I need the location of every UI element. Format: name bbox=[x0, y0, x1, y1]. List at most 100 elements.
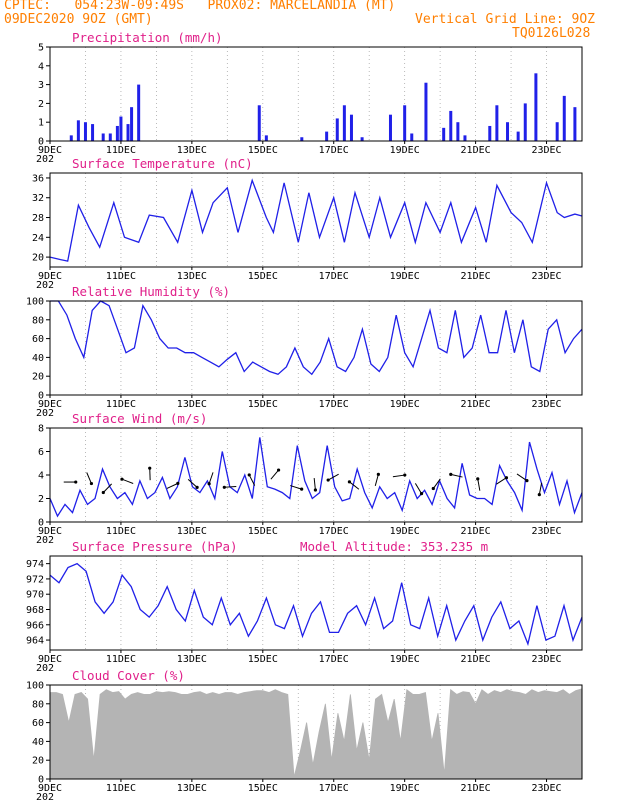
precip-bar bbox=[442, 127, 446, 141]
wind-arrow bbox=[313, 478, 316, 491]
wind-arrow-head bbox=[347, 480, 352, 484]
x-year-fragment: 202 bbox=[36, 154, 54, 165]
precip-bar bbox=[108, 133, 112, 141]
y-tick-label: 20 bbox=[32, 756, 44, 767]
x-tick-label: 17DEC bbox=[319, 783, 349, 794]
wind-arrow-head bbox=[120, 477, 124, 481]
precip-bar bbox=[456, 122, 460, 141]
wind-arrow-head bbox=[89, 481, 94, 486]
wind-arrow-head bbox=[504, 476, 509, 480]
plot-frame bbox=[49, 555, 583, 651]
precip-bar bbox=[91, 124, 95, 141]
y-tick-label: 20 bbox=[32, 253, 44, 264]
y-tick-label: 8 bbox=[38, 424, 44, 435]
panel-title: Surface Pressure (hPa) bbox=[72, 539, 238, 554]
x-tick-label: 21DEC bbox=[461, 399, 491, 410]
wind-arrow-head bbox=[247, 473, 251, 477]
x-tick-label: 13DEC bbox=[177, 526, 207, 537]
panel-precip: Precipitation (mm/h) 0 1 2 3 4 5 9DEC 11DEC 13DEC… bbox=[36, 30, 583, 165]
panel-rh: Relative Humidity (%) 0 20 40 60 80 100 9DEC 11D… bbox=[26, 284, 583, 419]
precip-bar bbox=[573, 107, 577, 141]
precip-bar bbox=[388, 114, 392, 141]
x-tick-label: 11DEC bbox=[106, 271, 136, 282]
wind-arrow bbox=[477, 478, 481, 491]
x-tick-label: 23DEC bbox=[531, 654, 561, 665]
precip-bar bbox=[101, 133, 105, 141]
panel-title: Cloud Cover (%) bbox=[72, 668, 185, 683]
panel-title: Surface Temperature (nC) bbox=[72, 156, 253, 171]
precip-bar bbox=[516, 131, 520, 141]
wind-arrow bbox=[327, 473, 339, 481]
series-line-rh bbox=[50, 300, 583, 376]
y-tick-label: 3 bbox=[38, 80, 44, 91]
precip-bar bbox=[257, 105, 261, 141]
wind-arrow-head bbox=[376, 472, 380, 476]
wind-arrow bbox=[187, 479, 198, 488]
x-tick-label: 15DEC bbox=[248, 783, 278, 794]
y-tick-label: 4 bbox=[38, 471, 44, 482]
x-tick-label: 21DEC bbox=[461, 654, 491, 665]
x-year-fragment: 202 bbox=[36, 535, 54, 546]
wind-arrow bbox=[496, 477, 507, 485]
x-tick-label: 13DEC bbox=[177, 783, 207, 794]
wind-arrow bbox=[290, 485, 302, 490]
precip-bar bbox=[360, 137, 364, 141]
precip-bar bbox=[83, 122, 87, 141]
precip-bar bbox=[300, 137, 304, 141]
x-tick-label: 9DEC bbox=[38, 526, 62, 537]
wind-arrow bbox=[102, 483, 113, 493]
precip-bar bbox=[523, 103, 527, 141]
precip-bar bbox=[403, 105, 407, 141]
x-tick-label: 23DEC bbox=[531, 526, 561, 537]
y-tick-label: 0 bbox=[38, 391, 44, 402]
precip-bars bbox=[69, 73, 577, 141]
wind-arrow-head bbox=[326, 478, 330, 482]
x-tick-label: 21DEC bbox=[461, 526, 491, 537]
x-tick-label: 17DEC bbox=[319, 145, 349, 156]
y-tick-label: 964 bbox=[26, 636, 44, 647]
precip-bar bbox=[349, 114, 353, 141]
x-tick-label: 9DEC bbox=[38, 654, 62, 665]
x-year-fragment: 202 bbox=[36, 408, 54, 419]
wind-arrow bbox=[224, 485, 237, 488]
precip-bar bbox=[562, 95, 566, 141]
y-tick-label: 0 bbox=[38, 775, 44, 786]
x-tick-label: 13DEC bbox=[177, 654, 207, 665]
panel-title: Surface Wind (m/s) bbox=[72, 411, 207, 426]
x-tick-label: 17DEC bbox=[319, 271, 349, 282]
x-tick-label: 11DEC bbox=[106, 145, 136, 156]
y-tick-label: 80 bbox=[32, 315, 44, 326]
y-tick-label: 974 bbox=[26, 559, 44, 570]
x-tick-label: 17DEC bbox=[319, 526, 349, 537]
wind-arrow bbox=[538, 482, 543, 495]
x-tick-label: 19DEC bbox=[390, 526, 420, 537]
x-tick-label: 13DEC bbox=[177, 145, 207, 156]
x-tick-label: 19DEC bbox=[390, 783, 420, 794]
plot-frame bbox=[49, 46, 583, 142]
x-tick-label: 17DEC bbox=[319, 399, 349, 410]
y-tick-label: 40 bbox=[32, 737, 44, 748]
y-tick-label: 2 bbox=[38, 99, 44, 110]
wind-arrow-head bbox=[300, 487, 304, 491]
panel-wind: Surface Wind (m/s) 0 2 4 6 8 9DEC 11DEC 13DEC 15D… bbox=[36, 411, 583, 546]
y-tick-label: 32 bbox=[32, 193, 44, 204]
wind-arrow bbox=[270, 469, 279, 480]
panel-title: Precipitation (mm/h) bbox=[72, 30, 223, 45]
cloud-area bbox=[49, 688, 583, 780]
plot-frame bbox=[49, 172, 583, 268]
wind-arrow bbox=[86, 472, 92, 484]
x-tick-label: 13DEC bbox=[177, 271, 207, 282]
wind-arrow bbox=[392, 474, 405, 478]
x-tick-label: 15DEC bbox=[248, 526, 278, 537]
precip-bar bbox=[342, 105, 346, 141]
wind-arrow-head bbox=[313, 488, 318, 492]
wind-arrow bbox=[414, 483, 422, 494]
wind-arrow bbox=[166, 482, 179, 489]
x-tick-label: 15DEC bbox=[248, 271, 278, 282]
x-tick-label: 21DEC bbox=[461, 271, 491, 282]
wind-arrow-head bbox=[403, 473, 407, 477]
wind-arrow-head bbox=[525, 479, 529, 483]
x-year-fragment: 202 bbox=[36, 792, 54, 800]
x-tick-label: 9DEC bbox=[38, 783, 62, 794]
